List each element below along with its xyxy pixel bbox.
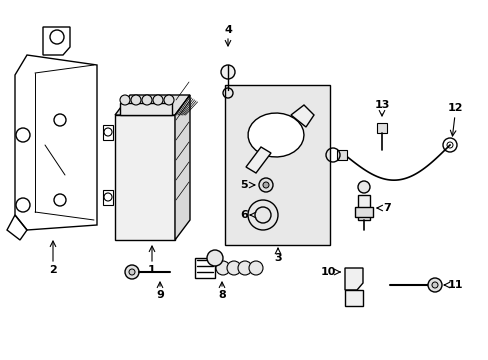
Bar (224, 85, 329, 245)
Text: 3: 3 (274, 253, 281, 263)
Circle shape (129, 269, 135, 275)
Circle shape (120, 95, 130, 105)
Circle shape (431, 282, 437, 288)
Text: 10: 10 (320, 267, 335, 277)
Circle shape (131, 95, 141, 105)
Circle shape (263, 182, 268, 188)
Polygon shape (290, 105, 313, 127)
Polygon shape (175, 95, 190, 240)
Polygon shape (354, 207, 372, 217)
Text: 6: 6 (240, 210, 247, 220)
Polygon shape (336, 150, 346, 160)
Circle shape (248, 261, 263, 275)
Text: 11: 11 (447, 280, 462, 290)
Circle shape (163, 95, 174, 105)
Circle shape (216, 261, 229, 275)
Circle shape (221, 65, 235, 79)
Circle shape (153, 95, 163, 105)
Text: 12: 12 (447, 103, 462, 113)
Circle shape (427, 278, 441, 292)
Text: 1: 1 (148, 265, 156, 275)
Circle shape (357, 181, 369, 193)
Text: 2: 2 (49, 265, 57, 275)
Polygon shape (357, 195, 369, 220)
Text: 8: 8 (218, 290, 225, 300)
Polygon shape (247, 113, 304, 157)
Polygon shape (245, 147, 270, 173)
Polygon shape (345, 290, 362, 306)
Circle shape (226, 261, 241, 275)
Polygon shape (120, 103, 172, 115)
Circle shape (206, 250, 223, 266)
Text: 7: 7 (382, 203, 390, 213)
Polygon shape (345, 268, 362, 290)
Circle shape (238, 261, 251, 275)
Polygon shape (115, 95, 190, 115)
Text: 5: 5 (240, 180, 247, 190)
Polygon shape (115, 115, 175, 240)
Circle shape (142, 95, 152, 105)
Text: 13: 13 (373, 100, 389, 110)
Circle shape (125, 265, 139, 279)
Circle shape (259, 178, 272, 192)
Text: 4: 4 (224, 25, 231, 35)
Polygon shape (376, 123, 386, 133)
Text: 9: 9 (156, 290, 163, 300)
